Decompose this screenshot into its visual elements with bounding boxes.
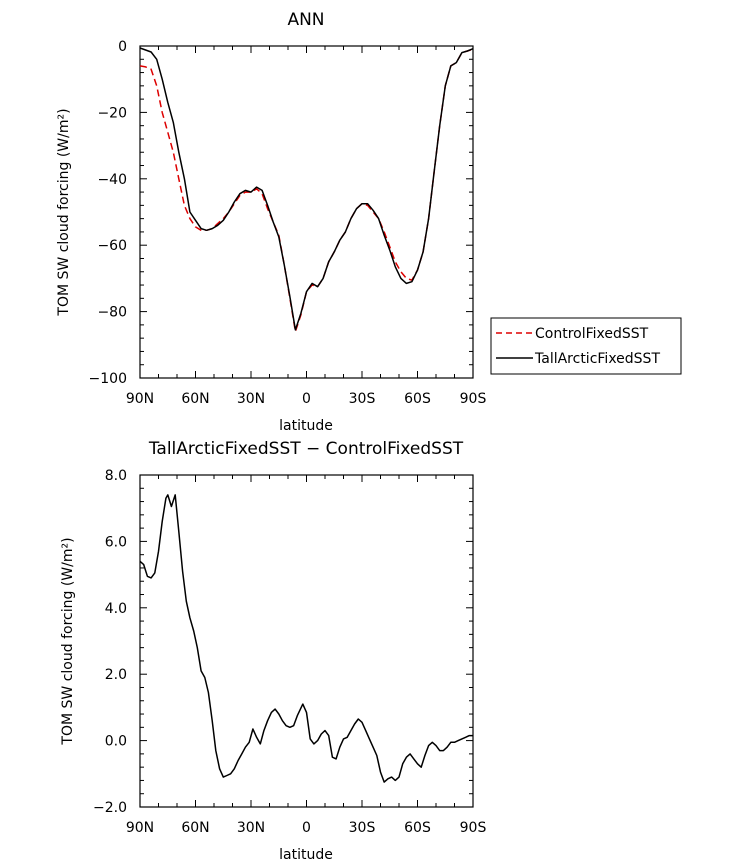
plot-frame-difference — [139, 474, 474, 808]
y-tick-label: 4.0 — [105, 601, 127, 617]
series-line-controlfixedsst — [139, 48, 474, 333]
y-tick-label: −20 — [97, 105, 127, 121]
x-tick-label: 90N — [126, 820, 154, 836]
x-axis-title-ann: latitude — [279, 418, 333, 434]
series-layer-ann — [139, 47, 474, 333]
y-tick-label: −60 — [97, 238, 127, 254]
y-tick-label: 8.0 — [105, 468, 127, 484]
y-tick-label: −100 — [89, 371, 127, 387]
legend-label-tallarctic: TallArcticFixedSST — [534, 351, 660, 367]
x-tick-label: 60N — [181, 391, 209, 407]
y-tick-label: 0.0 — [105, 734, 127, 750]
ticks-ann: 90N 60N 30N 0 30S 60S 90S 0 −20 −40 −60 −80 −100 — [89, 39, 487, 407]
series-layer-difference — [139, 494, 473, 783]
x-tick-label: 0 — [302, 391, 311, 407]
legend-label-control: ControlFixedSST — [535, 326, 649, 342]
x-tick-label: 0 — [302, 820, 311, 836]
x-tick-label: 90S — [460, 391, 487, 407]
y-axis-title-difference: TOM SW cloud forcing (W/m²) — [60, 537, 76, 745]
panel-ann: ANN latitude TOM SW cloud forcing (W/m²)… — [56, 10, 682, 434]
y-tick-label: −40 — [97, 172, 127, 188]
x-tick-label: 30S — [349, 391, 376, 407]
plot-title-difference: TallArcticFixedSST − ControlFixedSST — [148, 439, 464, 459]
y-axis-title-ann: TOM SW cloud forcing (W/m²) — [56, 108, 72, 316]
series-line-tallarcticfixedsst — [139, 47, 474, 331]
x-tick-label: 30N — [237, 391, 265, 407]
y-tick-label: −2.0 — [93, 800, 127, 816]
plot-title-ann: ANN — [287, 10, 324, 30]
x-tick-label: 90N — [126, 391, 154, 407]
x-tick-label: 30N — [237, 820, 265, 836]
x-tick-label: 90S — [460, 820, 487, 836]
y-tick-label: −80 — [97, 305, 127, 321]
x-tick-label: 60S — [404, 391, 431, 407]
x-tick-label: 60S — [404, 820, 431, 836]
y-tick-label: 6.0 — [105, 534, 127, 550]
x-tick-label: 60N — [181, 820, 209, 836]
y-tick-label: 2.0 — [105, 667, 127, 683]
legend: ControlFixedSST TallArcticFixedSST — [490, 317, 682, 375]
panel-difference: TallArcticFixedSST − ControlFixedSST lat… — [60, 439, 486, 863]
series-line-tallarcticfixedsst-controlfixedsst — [139, 494, 473, 783]
x-axis-title-difference: latitude — [279, 847, 333, 863]
ticks-difference: 90N 60N 30N 0 30S 60S 90S 8.0 6.0 4.0 2.0 0.0 −2.0 — [93, 468, 486, 836]
y-tick-label: 0 — [118, 39, 127, 55]
legend-box — [490, 317, 682, 375]
x-tick-label: 30S — [349, 820, 376, 836]
